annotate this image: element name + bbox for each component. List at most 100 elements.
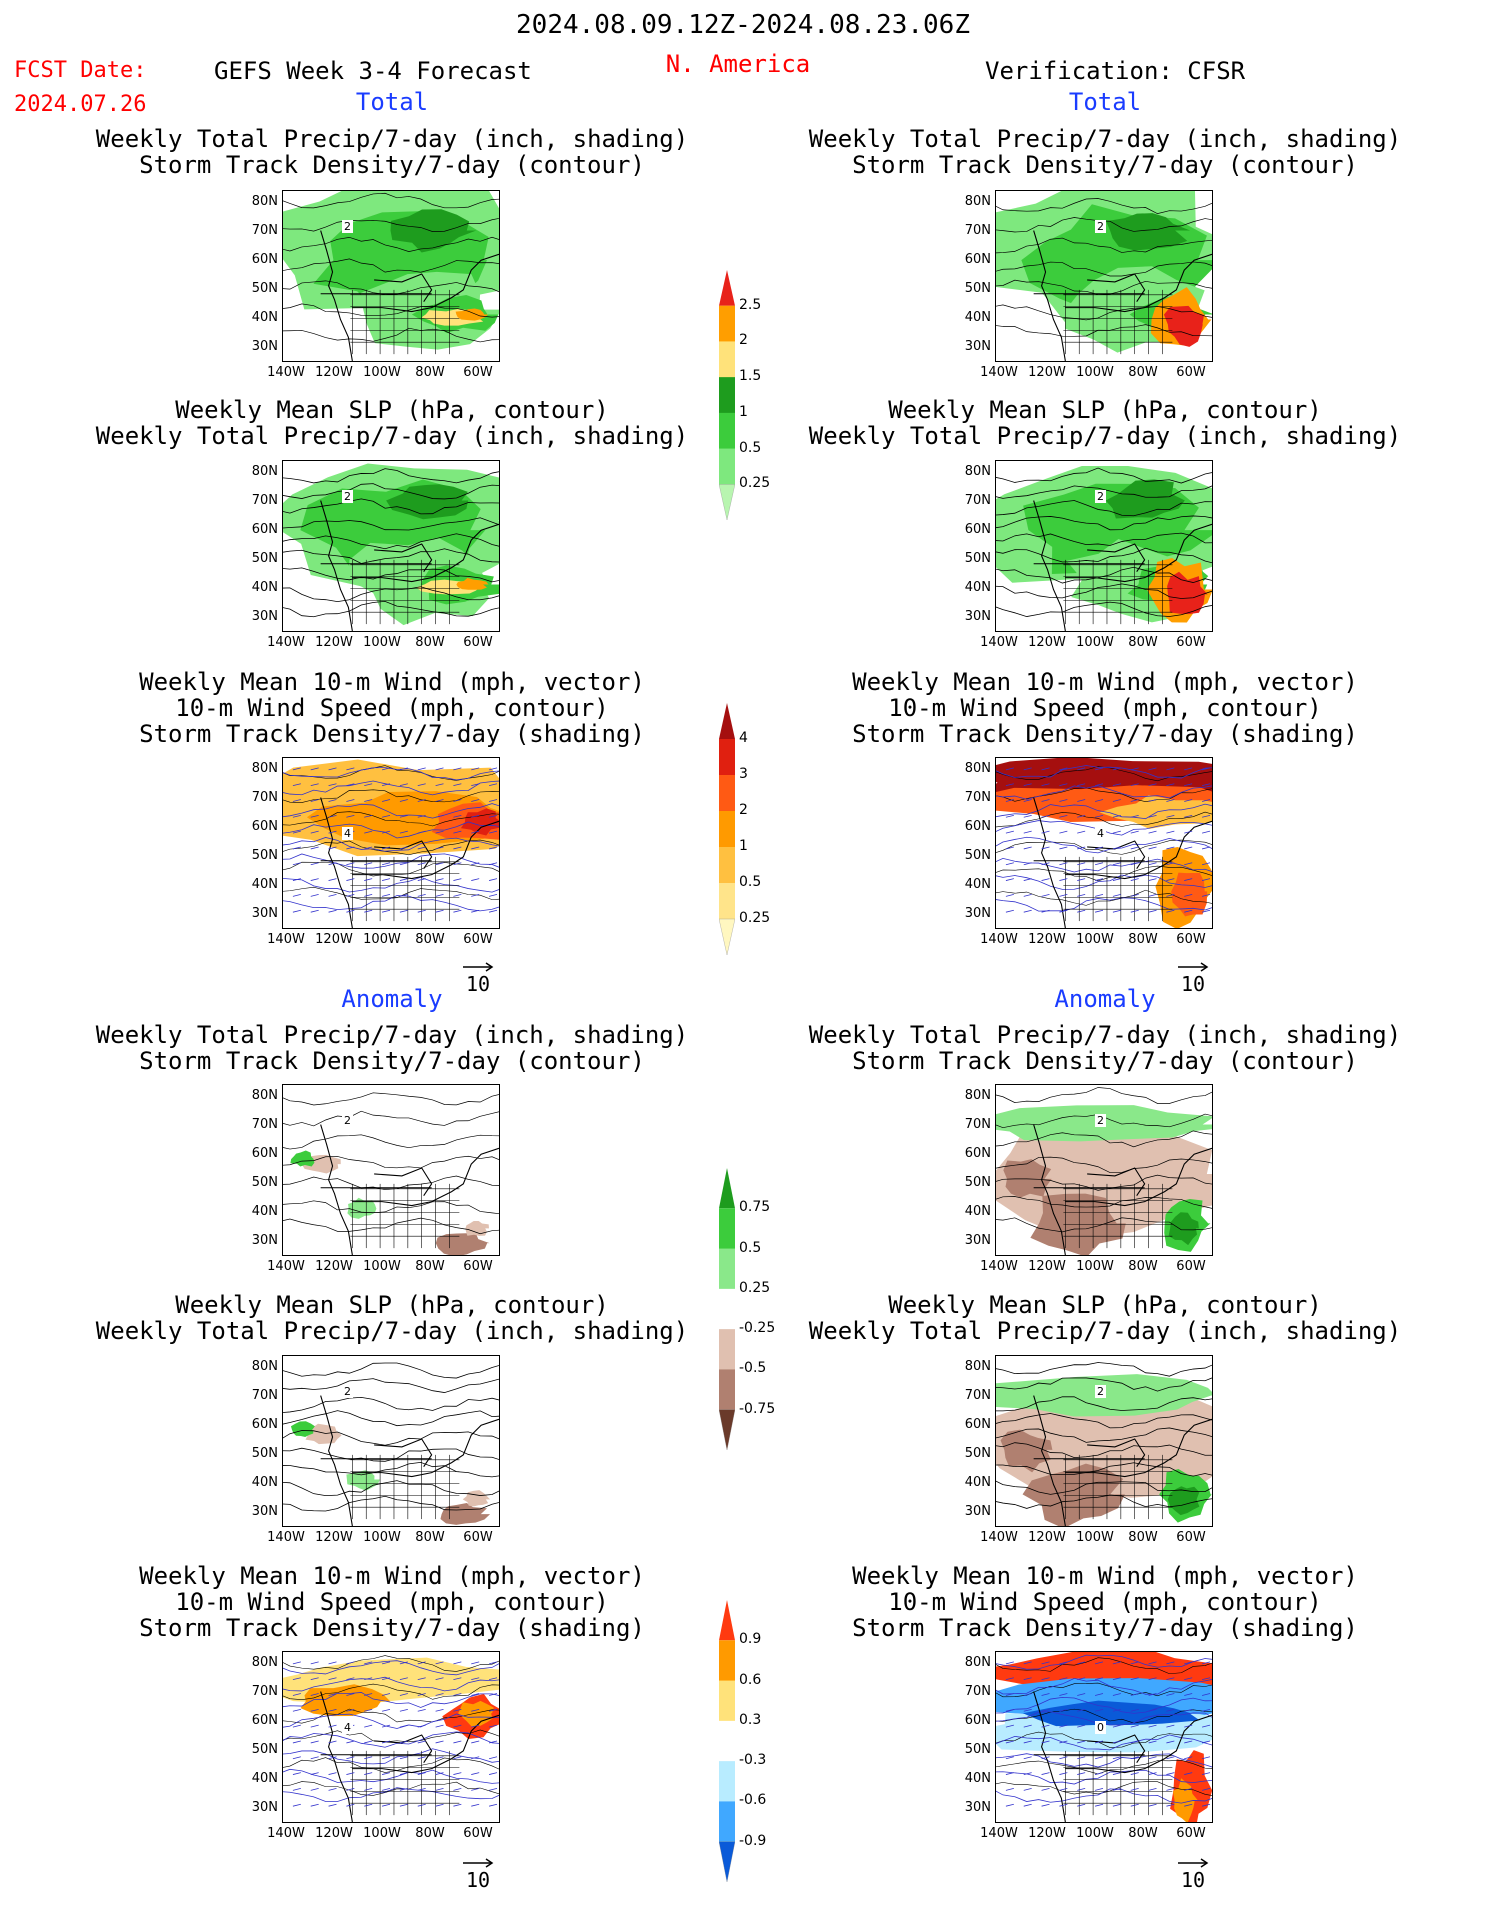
wind-vector [399,1724,408,1728]
wind-vector [453,830,462,834]
contour-line [283,861,499,877]
wind-vector [399,1661,408,1665]
wind-vector [310,814,319,818]
wind-vector [1041,1693,1050,1696]
wind-vector [1201,894,1211,897]
contour-line [283,1729,499,1743]
contour-line [283,1781,499,1796]
longitude-label: 140W [267,635,305,650]
colorbar-label: 1 [739,403,748,420]
wind-vector [1184,1772,1193,1775]
wind-vector [1094,1677,1104,1681]
colorbar-label: 0.25 [739,1279,771,1296]
wind-vector [1148,1693,1157,1696]
longitude-label: 100W [1076,1259,1114,1274]
wind-vector [1130,799,1139,802]
wind-vector [435,799,444,802]
model-title: GEFS Week 3-4 Forecast [214,57,532,85]
panel-title-line: Weekly Total Precip/7-day (inch, shading… [808,1317,1402,1345]
wind-vector [488,894,498,897]
map-panel [282,190,500,362]
wind-vector [453,846,462,850]
latitude-label: 50N [964,551,991,566]
wind-vector [292,1740,301,1744]
longitude-label: 140W [980,1826,1018,1841]
latitude-label: 40N [251,310,278,325]
panel-title-line: Weekly Total Precip/7-day (inch, shading… [808,1021,1402,1049]
longitude-label: 60W [463,635,493,650]
panel-title-line: Weekly Total Precip/7-day (inch, shading… [95,1317,689,1345]
longitude-label: 120W [1028,932,1066,947]
wind-vector [1184,767,1193,771]
wind-vector [381,1661,391,1665]
wind-vector [471,878,480,881]
wind-vector [399,1677,408,1681]
wind-vector [1112,1677,1121,1681]
longitude-label: 60W [463,1826,493,1841]
panel-title-line: Storm Track Density/7-day (contour) [852,151,1358,179]
section-anomaly-left: Anomaly [341,985,443,1013]
wind-vector [1059,1708,1068,1712]
wind-vector [488,830,498,834]
wind-vector [1148,1803,1157,1807]
wind-vector [381,1724,391,1728]
anomaly-shade [1167,1486,1200,1516]
colorbar-label: 0.25 [739,910,771,926]
longitude-label: 60W [463,1259,493,1274]
wind-vector [1166,830,1175,834]
contour-line [283,1748,499,1765]
wind-vector [381,1772,391,1775]
contour-line [283,1200,499,1215]
colorbar-swatch [719,1600,735,1641]
wind-vector [1077,878,1086,881]
wind-vector [1059,1740,1068,1744]
latitude-label: 70N [251,1684,278,1699]
latitude-label: 70N [251,790,278,805]
region-title: N. America [665,50,811,78]
wind-vector [1184,1740,1193,1744]
wind-vector [1166,1677,1175,1681]
wind-vector [1077,1803,1086,1807]
wind-vector [488,1772,498,1775]
wind-vector [435,814,444,818]
latitude-label: 80N [251,761,278,776]
wind-vector [488,1740,498,1744]
wind-vector [399,799,408,802]
contour-line [996,1362,1212,1377]
wind-vector [1148,767,1157,771]
contour-line [996,547,1212,564]
latitude-label: 40N [964,1204,991,1219]
contour-line [996,601,1212,617]
wind-vector [292,783,301,787]
wind-vector [364,1661,373,1665]
wind-vector [292,1788,301,1791]
wind-vector [399,846,408,850]
wind-vector [1201,878,1211,881]
wind-vector [310,830,319,834]
contour-line [996,1427,1212,1443]
wind-vector [1166,1740,1175,1744]
wind-vector [1041,894,1050,897]
wind-vector [399,814,408,818]
precip-shade [456,577,489,590]
wind-vector [1059,767,1068,771]
panel-title-line: Weekly Total Precip/7-day (inch, shading… [808,422,1402,450]
wind-vector [310,783,319,787]
wind-vector [399,1708,408,1712]
latitude-label: 50N [251,1742,278,1757]
longitude-label: 100W [1076,1530,1114,1545]
wind-vector [417,830,426,834]
wind-vector [453,1661,462,1665]
wind-vector [1077,846,1086,850]
contour-line [283,1397,499,1413]
fcst-date-label: FCST Date: [14,58,147,83]
latitude-label: 60N [964,1417,991,1432]
panel-title-line: Weekly Mean 10-m Wind (mph, vector) [139,1562,645,1590]
wind-vector [1059,1803,1068,1807]
latitude-label: 60N [964,252,991,267]
wind-vector [453,909,462,913]
anomaly-shade [305,1423,342,1445]
wind-vector [471,814,480,818]
wind-vector [1077,1693,1086,1696]
contour-label: 2 [342,1114,353,1127]
